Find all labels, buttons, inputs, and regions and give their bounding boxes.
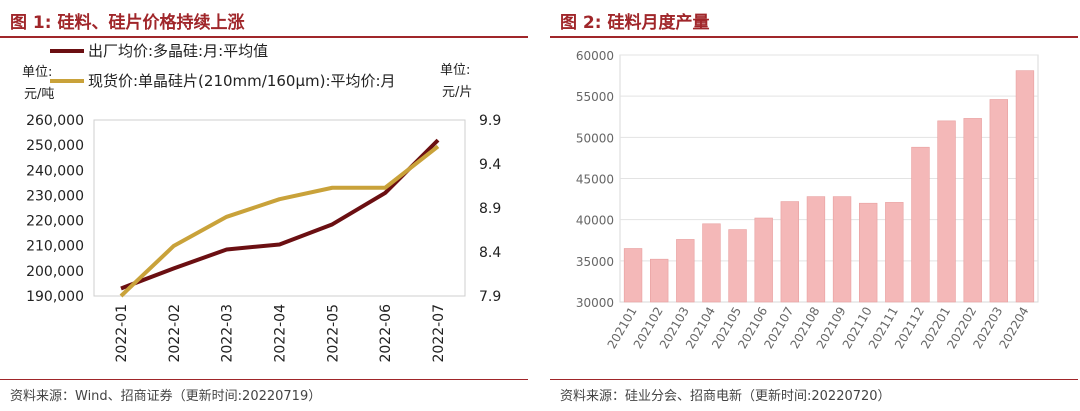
left-unit-label: 单位: (22, 65, 52, 80)
y-left-tick-label: 200,000 (26, 264, 84, 280)
x-tick-label: 2022-06 (378, 304, 394, 363)
polysilicon-price-line (120, 138, 440, 291)
x-tick-label: 2022-07 (431, 304, 447, 363)
right-unit-label: 元/片 (442, 85, 472, 100)
bar-202110 (859, 202, 878, 303)
y-tick-label: 50000 (576, 131, 614, 145)
y-left-tick-label: 210,000 (26, 239, 84, 255)
x-tick-label: 2022-04 (273, 304, 289, 363)
output-chart-panel: 图 2: 硅料月度产量 30000 35000 40000 45000 50000 550… (550, 0, 1080, 411)
bar-202102 (650, 258, 669, 303)
price-chart-panel: 图 1: 硅料、硅片价格持续上涨 单位: 元/吨 单位: 元/片 190,000 200,… (0, 0, 530, 411)
source-rule (0, 379, 528, 380)
bar-202112 (911, 146, 930, 303)
chart-title: 图 2: 硅料月度产量 (560, 13, 710, 33)
source-note: 资料来源：硅业分会、招商电新（更新时间:20220720） (560, 389, 891, 404)
output-bar-chart: 3000035000400004500050000550006000020210… (576, 49, 1039, 351)
bar-202203 (989, 99, 1008, 303)
x-tick-label: 2022-05 (325, 304, 341, 363)
y-left-tick-label: 230,000 (26, 188, 84, 204)
bar-202105 (728, 229, 747, 303)
y-right-tick-label: 9.4 (479, 157, 501, 173)
bar-202106 (754, 217, 773, 303)
y-tick-label: 30000 (576, 296, 614, 310)
bar-202107 (780, 201, 799, 303)
x-tick-label: 2022-03 (220, 304, 236, 363)
x-tick-label: 2022-01 (114, 304, 130, 363)
title-rule (0, 36, 528, 38)
chart-title: 图 1: 硅料、硅片价格持续上涨 (10, 13, 245, 33)
bar-202103 (676, 239, 695, 303)
y-tick-label: 60000 (576, 49, 614, 63)
right-unit-label: 单位: (440, 63, 470, 78)
y-right-tick-label: 9.9 (479, 113, 501, 129)
bar-202109 (832, 196, 852, 303)
y-tick-label: 55000 (576, 90, 614, 104)
x-tick-label: 2022-02 (167, 304, 183, 363)
source-rule (550, 379, 1078, 380)
y-right-tick-label: 7.9 (479, 289, 501, 305)
left-unit-label: 元/吨 (24, 87, 54, 102)
y-right-tick-label: 8.9 (479, 201, 501, 217)
legend-label: 出厂均价:多晶硅:月:平均值 (88, 42, 268, 60)
y-left-tick-label: 240,000 (26, 163, 84, 179)
bar-202108 (806, 196, 826, 303)
bar-202101 (623, 248, 643, 303)
source-note: 资料来源：Wind、招商证券（更新时间:20220719） (10, 389, 322, 404)
bar-202104 (702, 223, 721, 303)
bar-202202 (963, 118, 982, 303)
y-tick-label: 40000 (576, 214, 614, 228)
y-left-tick-label: 220,000 (26, 214, 84, 230)
title-rule (550, 36, 1078, 38)
bar-202204 (1015, 70, 1035, 303)
y-left-tick-label: 260,000 (26, 113, 84, 129)
bar-202201 (937, 120, 956, 303)
y-tick-label: 35000 (576, 255, 614, 269)
y-right-tick-label: 8.4 (479, 245, 501, 261)
wafer-price-line (119, 144, 440, 298)
y-left-tick-label: 250,000 (26, 138, 84, 154)
legend-label: 现货价:单晶硅片(210mm/160μm):平均价:月 (88, 72, 396, 90)
bar-202111 (885, 202, 904, 303)
y-tick-label: 45000 (576, 173, 614, 187)
y-left-tick-label: 190,000 (26, 289, 84, 305)
price-line-chart: 单位: 元/吨 单位: 元/片 190,000 200,000 210,000 220,000… (22, 42, 501, 363)
plot-frame (93, 119, 466, 297)
